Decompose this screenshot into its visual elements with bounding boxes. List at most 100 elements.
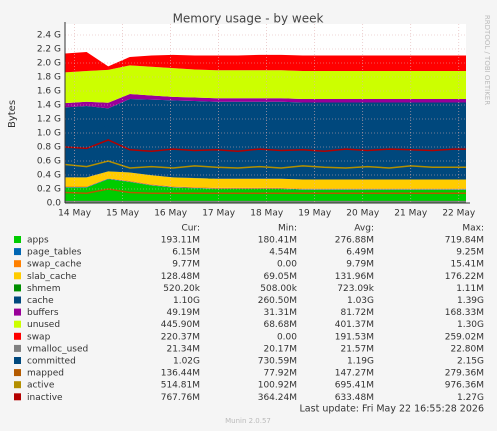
legend-label: active bbox=[27, 381, 55, 391]
legend-max: 279.36M bbox=[445, 369, 484, 379]
legend-avg: 131.96M bbox=[335, 272, 374, 282]
legend-swatch bbox=[14, 308, 21, 316]
area-swap-cache bbox=[65, 178, 466, 190]
legend-min: 4.54M bbox=[269, 248, 297, 258]
chart-title: Memory usage - by week bbox=[173, 12, 324, 26]
legend-header: Avg: bbox=[354, 224, 374, 234]
legend-swatch bbox=[14, 272, 21, 280]
legend-min: 180.41M bbox=[258, 236, 297, 246]
legend-swatch bbox=[14, 344, 21, 352]
legend-avg: 81.72M bbox=[340, 308, 374, 318]
x-tick-label: 19 May bbox=[298, 209, 332, 219]
legend-avg: 276.88M bbox=[335, 236, 374, 246]
legend-label: mapped bbox=[27, 369, 64, 379]
legend-cur: 1.10G bbox=[173, 296, 200, 306]
legend-label: committed bbox=[27, 357, 76, 367]
legend-min: 68.68M bbox=[263, 320, 297, 330]
legend-cur: 128.48M bbox=[161, 272, 200, 282]
legend-cur: 514.81M bbox=[161, 381, 200, 391]
area-page-tables bbox=[65, 178, 466, 190]
legend-max: 168.33M bbox=[445, 308, 484, 318]
legend-swatch bbox=[14, 369, 21, 377]
legend-swatch bbox=[14, 296, 21, 304]
legend-cur: 220.37M bbox=[161, 332, 200, 342]
legend-avg: 695.41M bbox=[335, 381, 374, 391]
legend-max: 22.80M bbox=[450, 344, 484, 354]
x-tick-label: 18 May bbox=[250, 209, 284, 219]
legend-cur: 767.76M bbox=[161, 393, 200, 403]
y-tick-label: 1.4 G bbox=[37, 101, 61, 111]
line-active bbox=[64, 160, 466, 169]
legend-max: 176.22M bbox=[445, 272, 484, 282]
legend-swatch bbox=[14, 260, 21, 268]
area-slab-cache bbox=[65, 171, 466, 189]
x-tick-label: 14 May bbox=[58, 209, 92, 219]
y-tick-label: 0.0 bbox=[47, 199, 62, 209]
legend-header: Max: bbox=[462, 224, 484, 234]
y-tick-label: 1.6 G bbox=[37, 87, 61, 97]
legend-avg: 1.19G bbox=[347, 357, 374, 367]
legend-swatch bbox=[14, 357, 21, 364]
legend-max: 2.15G bbox=[457, 357, 484, 367]
legend-cur: 9.77M bbox=[172, 260, 200, 270]
y-tick-label: 1.0 G bbox=[37, 129, 61, 139]
legend-max: 9.25M bbox=[456, 248, 484, 258]
legend-label: swap_cache bbox=[27, 260, 82, 270]
legend-cur: 520.20k bbox=[163, 284, 200, 294]
area-swap bbox=[65, 52, 466, 73]
legend-avg: 723.09k bbox=[337, 284, 374, 294]
line-committed bbox=[64, 125, 466, 136]
legend-swatch bbox=[14, 284, 21, 292]
legend-avg: 401.37M bbox=[335, 320, 374, 330]
legend-swatch bbox=[14, 393, 21, 401]
legend-min: 0.00 bbox=[277, 260, 297, 270]
y-tick-label: 0.4 G bbox=[37, 171, 61, 181]
x-tick-label: 22 May bbox=[442, 209, 476, 219]
legend-label: slab_cache bbox=[27, 272, 77, 282]
legend-min: 730.59M bbox=[258, 357, 297, 367]
legend-avg: 147.27M bbox=[335, 369, 374, 379]
legend-max: 15.41M bbox=[450, 260, 484, 270]
x-tick-label: 20 May bbox=[346, 209, 380, 219]
side-label: RRDTOOL / TOBI OETIKER bbox=[483, 15, 491, 105]
legend-min: 20.17M bbox=[263, 344, 297, 354]
legend-max: 1.30G bbox=[457, 320, 484, 330]
legend-cur: 136.44M bbox=[161, 369, 200, 379]
legend-min: 364.24M bbox=[258, 393, 297, 403]
legend-swatch bbox=[14, 236, 21, 243]
legend-cur: 445.90M bbox=[161, 320, 200, 330]
line-inactive bbox=[64, 139, 466, 152]
legend-swatch bbox=[14, 248, 21, 256]
legend-avg: 191.53M bbox=[335, 332, 374, 342]
legend-min: 31.31M bbox=[263, 308, 297, 318]
legend-swatch bbox=[14, 381, 21, 389]
legend-label: apps bbox=[27, 236, 49, 246]
line-mapped bbox=[64, 188, 466, 194]
legend-min: 77.92M bbox=[263, 369, 297, 379]
legend-min: 69.05M bbox=[263, 272, 297, 282]
legend-max: 259.02M bbox=[445, 332, 484, 342]
legend-max: 1.39G bbox=[457, 296, 484, 306]
footer: Last update: Fri May 22 16:55:28 2026 bbox=[300, 404, 484, 415]
legend-label: unused bbox=[27, 320, 60, 330]
y-tick-label: 2.0 G bbox=[37, 59, 61, 69]
legend-avg: 633.48M bbox=[335, 393, 374, 403]
legend-avg: 1.03G bbox=[347, 296, 374, 306]
legend-cur: 6.15M bbox=[172, 248, 200, 258]
legend-cur: 1.02G bbox=[173, 357, 200, 367]
x-tick-label: 16 May bbox=[154, 209, 188, 219]
legend-max: 719.84M bbox=[445, 236, 484, 246]
y-tick-label: 0.6 G bbox=[37, 157, 61, 167]
legend-label: swap bbox=[27, 332, 51, 342]
y-tick-label: 1.2 G bbox=[37, 115, 61, 125]
legend-swatch bbox=[14, 320, 21, 328]
legend-label: buffers bbox=[27, 308, 59, 318]
legend-label: page_tables bbox=[27, 248, 82, 258]
y-tick-label: 0.2 G bbox=[37, 185, 61, 195]
legend-cur: 49.19M bbox=[166, 308, 200, 318]
x-tick-label: 17 May bbox=[202, 209, 236, 219]
area-buffers bbox=[65, 94, 466, 109]
legend-avg: 21.57M bbox=[340, 344, 374, 354]
y-tick-label: 2.4 G bbox=[37, 31, 61, 41]
